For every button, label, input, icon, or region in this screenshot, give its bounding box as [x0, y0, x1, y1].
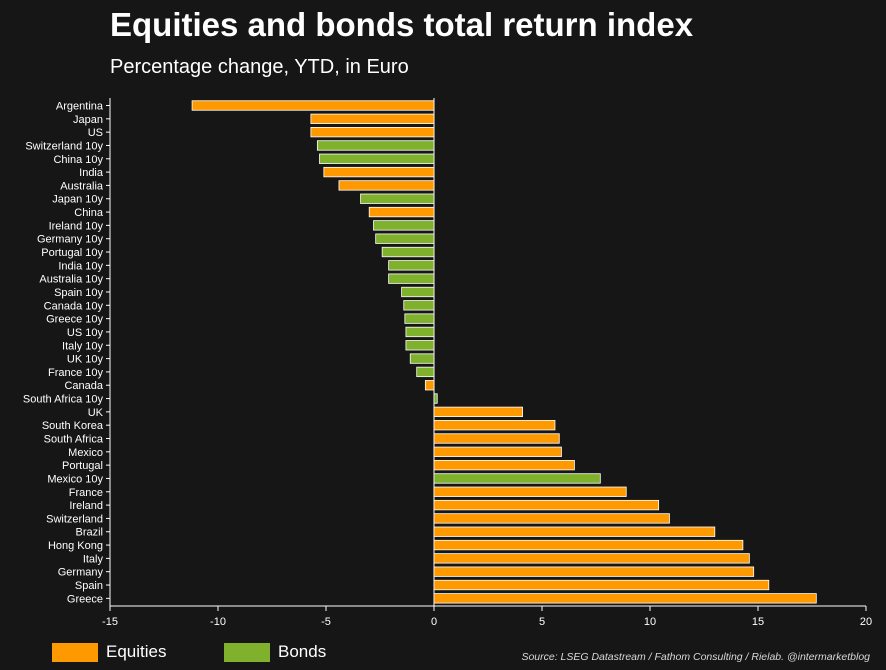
bar-germany: [433, 566, 755, 577]
chart-title: Equities and bonds total return index: [110, 6, 694, 43]
chart-legend: Equities Bonds: [0, 642, 886, 670]
category-label-india-10y: India 10y: [58, 260, 103, 272]
bar-greece-10y: [404, 313, 435, 324]
category-label-us: US: [88, 127, 103, 139]
category-label-italy: Italy: [83, 553, 104, 565]
category-label-south-africa: South Africa: [44, 434, 104, 446]
category-label-canada-10y: Canada 10y: [44, 300, 104, 312]
bar-south-africa: [433, 433, 560, 444]
category-label-australia-10y: Australia 10y: [39, 274, 103, 286]
category-label-spain: Spain: [75, 580, 103, 592]
x-tick-label: -15: [102, 616, 118, 628]
category-label-ireland-10y: Ireland 10y: [49, 220, 104, 232]
bar-china-10y: [319, 153, 435, 164]
x-tick-label: 20: [860, 616, 872, 628]
bar-brazil: [433, 526, 716, 537]
bar-italy-10y: [405, 340, 435, 351]
bar-switzerland: [433, 513, 670, 524]
bar-canada-10y: [403, 300, 435, 311]
bar-us-10y: [405, 326, 435, 338]
x-tick-label: 5: [539, 616, 545, 628]
bar-uk-10y: [409, 353, 435, 364]
category-label-us-10y: US 10y: [67, 327, 104, 339]
bar-spain-10y: [401, 286, 435, 298]
category-label-china: China: [74, 207, 104, 219]
category-label-italy-10y: Italy 10y: [62, 340, 103, 352]
category-label-greece-10y: Greece 10y: [46, 314, 103, 326]
bar-france-10y: [416, 366, 435, 378]
bar-hong-kong: [433, 539, 744, 551]
category-label-greece: Greece: [67, 593, 103, 605]
bar-india: [323, 166, 435, 178]
category-label-uk: UK: [88, 407, 104, 419]
bar-china: [368, 206, 435, 218]
x-tick-label: -10: [210, 616, 226, 628]
bar-japan: [310, 113, 435, 124]
bar-india-10y: [388, 260, 435, 271]
bar-greece: [433, 593, 817, 604]
legend-swatch-equities: [52, 642, 98, 662]
bar-ireland-10y: [373, 220, 435, 231]
bar-mexico: [433, 446, 562, 457]
category-label-spain-10y: Spain 10y: [54, 287, 103, 299]
bar-portugal: [433, 459, 575, 471]
category-label-japan: Japan: [73, 114, 103, 126]
bar-france: [433, 486, 627, 497]
category-label-hong-kong: Hong Kong: [48, 540, 103, 552]
bar-ireland: [433, 499, 660, 511]
bar-italy: [433, 553, 750, 564]
bar-argentina: [191, 100, 435, 111]
category-label-japan-10y: Japan 10y: [52, 194, 103, 206]
category-label-mexico: Mexico: [68, 447, 103, 459]
x-tick-label: 15: [752, 616, 764, 628]
category-label-mexico-10y: Mexico 10y: [47, 473, 103, 485]
bar-spain: [433, 579, 770, 591]
category-label-portugal-10y: Portugal 10y: [41, 247, 103, 259]
bar-australia-10y: [388, 273, 435, 284]
category-label-france: France: [69, 487, 103, 499]
x-tick-label: 10: [644, 616, 656, 628]
category-label-south-korea: South Korea: [42, 420, 104, 432]
bar-south-africa-10y: [433, 393, 438, 404]
category-label-uk-10y: UK 10y: [67, 354, 104, 366]
bar-australia: [338, 180, 435, 191]
category-label-south-africa-10y: South Africa 10y: [23, 394, 104, 406]
chart-subtitle: Percentage change, YTD, in Euro: [110, 56, 409, 78]
category-label-argentina: Argentina: [56, 101, 104, 113]
bar-canada: [424, 380, 435, 391]
category-label-switzerland: Switzerland: [46, 513, 103, 525]
bar-uk: [433, 406, 523, 418]
category-label-china-10y: China 10y: [53, 154, 103, 166]
category-label-portugal: Portugal: [62, 460, 103, 472]
category-label-australia: Australia: [60, 180, 104, 192]
category-label-india: India: [79, 167, 104, 179]
bar-switzerland-10y: [316, 140, 435, 151]
category-label-ireland: Ireland: [69, 500, 103, 512]
category-label-germany: Germany: [58, 567, 104, 579]
category-label-switzerland-10y: Switzerland 10y: [25, 140, 103, 152]
source-note: Source: LSEG Datastream / Fathom Consult…: [521, 651, 870, 663]
bar-germany-10y: [375, 233, 435, 244]
legend-swatch-bonds: [224, 642, 270, 662]
legend-label-bonds: Bonds: [278, 642, 327, 661]
bar-south-korea: [433, 420, 556, 431]
legend-item-bonds: Bonds: [224, 642, 326, 662]
bar-mexico-10y: [433, 473, 601, 484]
bar-us: [310, 126, 435, 138]
category-label-france-10y: France 10y: [48, 367, 104, 379]
legend-label-equities: Equities: [106, 642, 167, 661]
category-label-germany-10y: Germany 10y: [37, 234, 104, 246]
x-tick-label: -5: [321, 616, 331, 628]
bar-portugal-10y: [381, 246, 435, 258]
category-label-canada: Canada: [64, 380, 103, 392]
x-tick-label: 0: [431, 616, 437, 628]
legend-item-equities: Equities: [52, 642, 166, 662]
bar-japan-10y: [360, 193, 435, 204]
category-label-brazil: Brazil: [75, 527, 103, 539]
